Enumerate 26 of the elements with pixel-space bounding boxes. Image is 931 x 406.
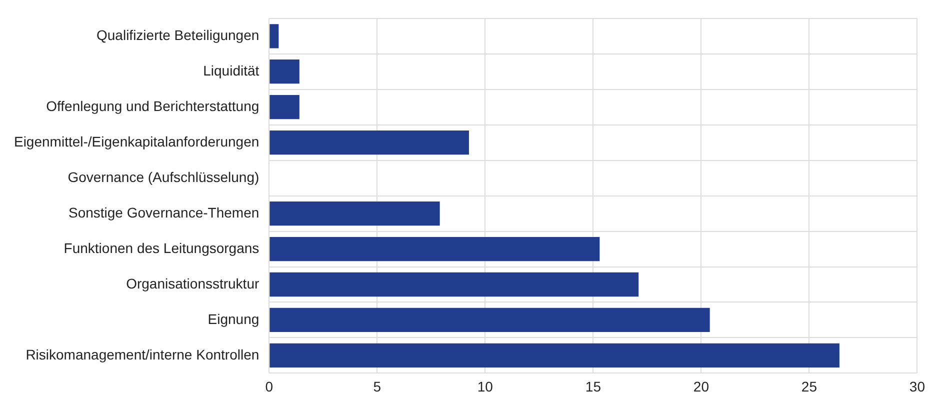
bar xyxy=(270,60,300,84)
y-tick-label: Risikomanagement/interne Kontrollen xyxy=(26,346,260,362)
bar xyxy=(270,95,300,120)
bar xyxy=(270,24,279,48)
bar xyxy=(270,272,639,297)
y-tick-label: Offenlegung und Berichterstattung xyxy=(46,98,260,114)
x-tick-label: 30 xyxy=(909,378,926,394)
y-tick-label: Sonstige Governance-Themen xyxy=(68,204,260,220)
x-tick-label: 15 xyxy=(585,378,602,394)
y-tick-label: Eignung xyxy=(208,310,260,327)
x-tick-label: 0 xyxy=(265,378,274,394)
bar xyxy=(270,130,469,155)
x-tick-label: 20 xyxy=(693,378,710,394)
x-tick-label: 5 xyxy=(373,378,382,394)
y-tick-label: Eigenmittel-/Eigenkapitalanforderungen xyxy=(14,133,260,150)
y-tick-label: Liquidität xyxy=(203,62,260,78)
y-tick-label: Funktionen des Leitungsorgans xyxy=(64,240,260,256)
bar xyxy=(270,343,840,368)
y-tick-label: Qualifizierte Beteiligungen xyxy=(96,27,260,43)
y-tick-label: Organisationsstruktur xyxy=(126,275,260,292)
x-tick-label: 10 xyxy=(477,378,494,394)
bar xyxy=(270,236,600,262)
x-tick-label: 25 xyxy=(801,378,818,394)
y-tick-label: Governance (Aufschlüsselung) xyxy=(68,168,260,185)
bar xyxy=(270,308,710,332)
bar xyxy=(270,201,440,226)
